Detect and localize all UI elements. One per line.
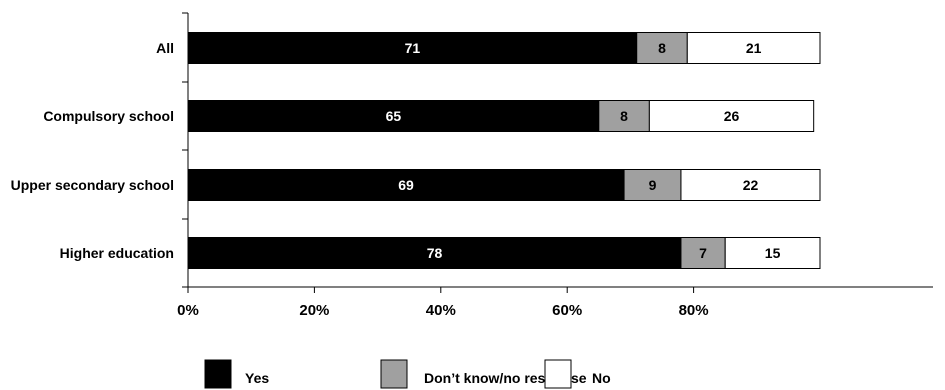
bar-no-all (686, 32, 821, 64)
data-label-no-compulsory-school: 26 (724, 108, 740, 124)
category-label-compulsory-school: Compulsory school (43, 108, 174, 124)
bar-no-higher-education (724, 237, 821, 269)
chart-axes: 0% 20% 40% 60% 80% All Compulsory school Upper … (11, 12, 933, 319)
chart-legend: Yes Don’t know/no response No (204, 359, 611, 389)
bar-don-t-know-no-response-all (636, 32, 688, 64)
chart-bars: 71 8 21 65 8 26 69 9 22 78 7 15 (187, 32, 821, 269)
data-label-no-all: 21 (746, 40, 762, 56)
data-label-no-upper-secondary-school: 22 (743, 177, 759, 193)
category-label-higher-education: Higher education (60, 245, 174, 261)
data-label-yes-compulsory-school: 65 (386, 108, 402, 124)
data-label-don-t-know-no-response-upper-secondary-school: 9 (649, 177, 657, 193)
bar-yes-all (187, 32, 638, 64)
data-label-yes-upper-secondary-school: 69 (398, 177, 414, 193)
data-label-don-t-know-no-response-all: 8 (658, 40, 666, 56)
bar-don-t-know-no-response-higher-education (680, 237, 726, 269)
legend-swatch-don-t-know-no-response (380, 359, 408, 389)
data-label-yes-higher-education: 78 (427, 245, 443, 261)
x-tick-label: 80% (679, 302, 709, 319)
x-tick-label: 60% (552, 302, 582, 319)
bar-no-upper-secondary-school (680, 169, 821, 201)
bar-yes-upper-secondary-school (187, 169, 625, 201)
data-label-don-t-know-no-response-higher-education: 7 (699, 245, 707, 261)
x-tick-label: 20% (299, 302, 329, 319)
bar-no-compulsory-school (648, 100, 815, 132)
bar-yes-higher-education (187, 237, 682, 269)
data-label-no-higher-education: 15 (765, 245, 781, 261)
data-label-yes-all: 71 (405, 40, 421, 56)
x-tick-label: 40% (426, 302, 456, 319)
bar-don-t-know-no-response-upper-secondary-school (623, 169, 682, 201)
legend-swatch-no (544, 359, 572, 389)
legend-swatch-yes (204, 359, 232, 389)
category-label-all: All (156, 40, 174, 56)
legend-label-no: No (592, 370, 611, 386)
data-label-don-t-know-no-response-compulsory-school: 8 (620, 108, 628, 124)
bar-yes-compulsory-school (187, 100, 600, 132)
category-label-upper-secondary-school: Upper secondary school (11, 177, 174, 193)
x-tick-label: 0% (177, 302, 199, 319)
legend-label-yes: Yes (245, 370, 269, 386)
